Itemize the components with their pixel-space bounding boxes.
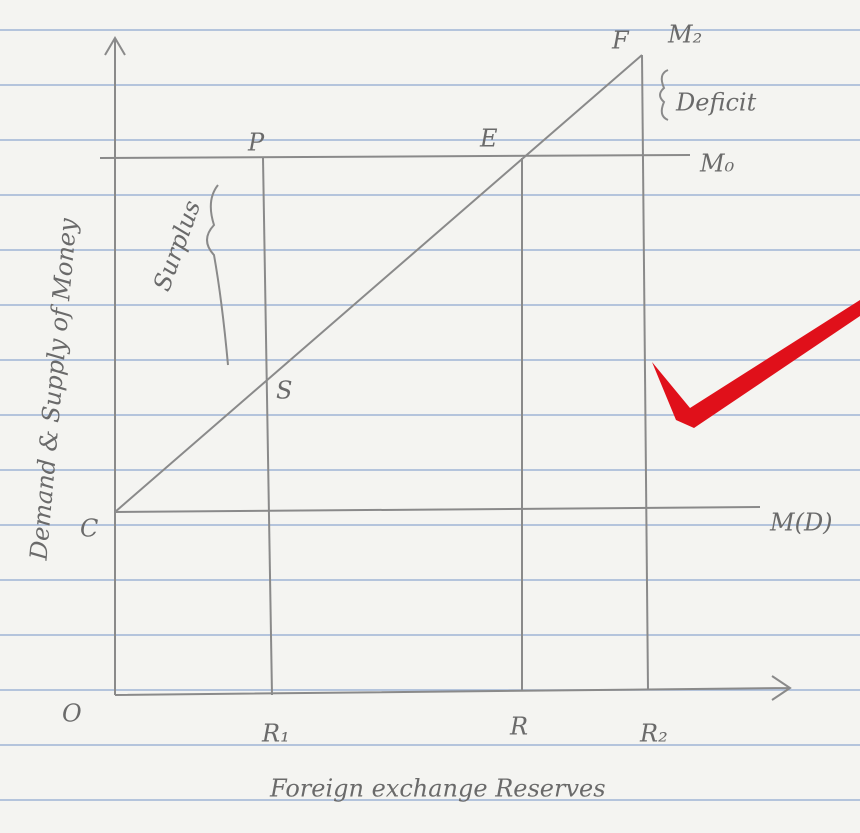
line-label: M(D)	[769, 509, 833, 537]
annotation: Deficit	[675, 89, 757, 117]
origin-label: O	[62, 700, 82, 728]
surplus-brace	[207, 185, 228, 365]
x-axis	[115, 676, 790, 700]
point-label: S	[276, 377, 292, 405]
r2-vertical	[642, 55, 648, 690]
md-line	[115, 507, 760, 512]
y-axis	[105, 38, 125, 695]
paper-rules	[0, 30, 860, 800]
deficit-brace	[660, 70, 668, 120]
x-tick-label: R₂	[639, 720, 668, 748]
diagram: F M₂ Deficit P E M₀ Surplus S C M(D) O R…	[0, 0, 860, 833]
m0-line	[100, 155, 690, 158]
point-label: E	[479, 125, 498, 153]
x-tick-label: R	[509, 713, 528, 741]
point-label: C	[80, 515, 98, 543]
annotation: Surplus	[148, 197, 207, 295]
y-axis-label: Demand & Supply of Money	[24, 217, 82, 562]
x-axis-label: Foreign exchange Reserves	[269, 775, 606, 803]
m2-line	[115, 55, 642, 512]
point-label: F	[611, 27, 630, 55]
r1-vertical	[263, 158, 272, 695]
check-mark	[652, 300, 860, 428]
x-tick-label: R₁	[261, 720, 290, 748]
line-label: M₀	[699, 150, 735, 178]
line-label: M₂	[667, 21, 702, 49]
point-label: P	[247, 129, 265, 157]
